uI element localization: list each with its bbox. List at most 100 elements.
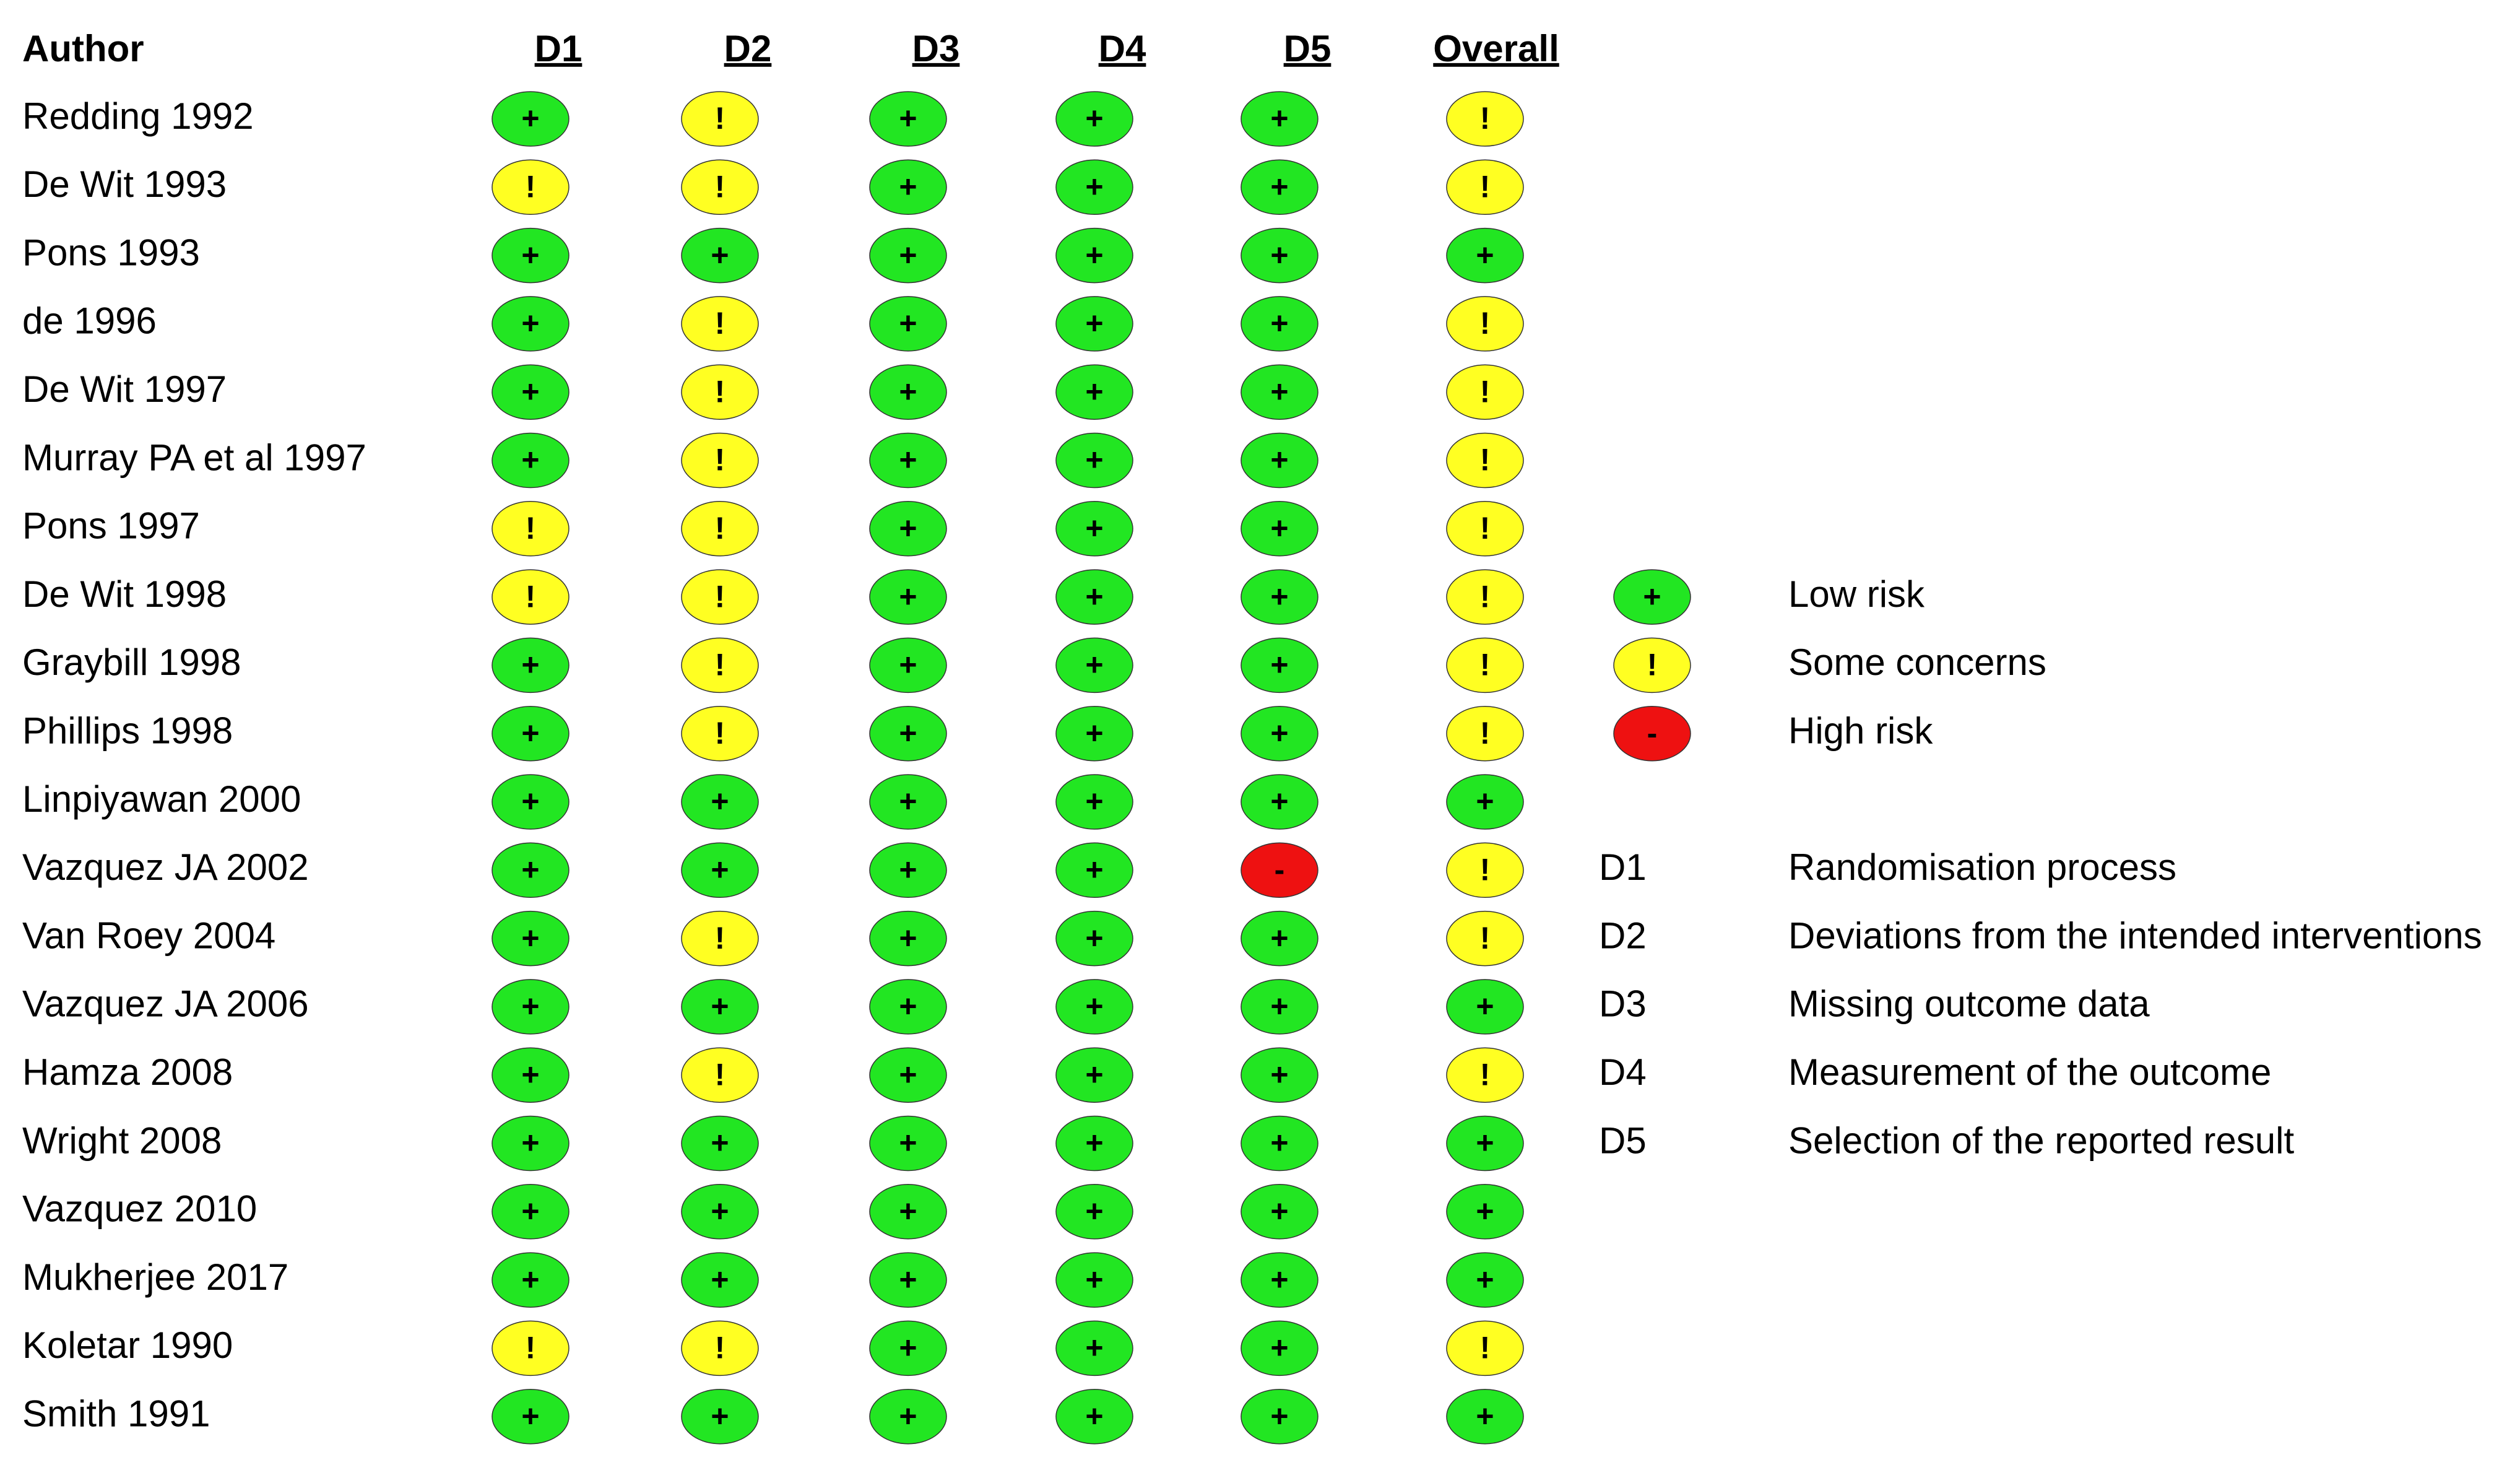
judgment-symbol: + [1270, 1194, 1288, 1229]
author-name: Smith 1991 [22, 1393, 210, 1435]
judgment-symbol: + [1270, 716, 1288, 750]
judgment-circle [1446, 637, 1524, 694]
judgment-symbol: ! [715, 579, 725, 614]
judgment-circle [1055, 159, 1133, 215]
legend-symbol: ! [1647, 648, 1658, 682]
judgment-symbol: + [1270, 921, 1288, 955]
judgment-circle [1055, 432, 1133, 489]
judgment-symbol: + [1476, 1194, 1494, 1229]
judgment-symbol: ! [1480, 374, 1491, 409]
judgment-symbol: + [1270, 306, 1288, 341]
judgment-symbol: + [1270, 989, 1288, 1024]
judgment-circle [1446, 432, 1524, 489]
judgment-symbol: + [1085, 648, 1103, 682]
judgment-symbol: + [1270, 511, 1288, 546]
domain-label: Randomisation process [1788, 846, 2176, 888]
author-name: Pons 1997 [22, 505, 200, 547]
judgment-circle [1241, 296, 1318, 352]
judgment-circle [491, 637, 569, 694]
judgment-symbol: + [1085, 511, 1103, 546]
judgment-symbol: ! [715, 716, 725, 750]
judgment-symbol: ! [715, 1331, 725, 1365]
judgment-symbol: ! [715, 306, 725, 341]
judgment-circle [681, 842, 759, 898]
judgment-symbol: + [521, 1262, 539, 1297]
judgment-symbol: ! [715, 170, 725, 204]
judgment-symbol: + [521, 648, 539, 682]
author-name: Vazquez JA 2006 [22, 983, 309, 1025]
author-name: Vazquez 2010 [22, 1188, 257, 1230]
author-name: Vazquez JA 2002 [22, 846, 309, 888]
judgment-circle [1241, 91, 1318, 147]
judgment-circle [1241, 910, 1318, 967]
judgment-symbol: + [1270, 579, 1288, 614]
judgment-symbol: + [521, 784, 539, 819]
judgment-circle [491, 705, 569, 762]
judgment-symbol: + [899, 1331, 917, 1365]
judgment-circle [1241, 1047, 1318, 1103]
judgment-circle [1241, 1252, 1318, 1308]
judgment-circle [1241, 364, 1318, 420]
judgment-symbol: + [1476, 784, 1494, 819]
author-name: Hamza 2008 [22, 1051, 233, 1093]
legend-label: Some concerns [1788, 641, 2046, 683]
judgment-symbol: + [521, 1057, 539, 1092]
judgment-symbol: + [899, 921, 917, 955]
judgment-symbol: + [1085, 238, 1103, 272]
judgment-circle [869, 91, 947, 147]
column-header: D5 [1284, 28, 1331, 69]
judgment-circle [1241, 1115, 1318, 1172]
judgment-symbol: + [1270, 374, 1288, 409]
judgment-circle [491, 979, 569, 1035]
judgment-symbol: + [899, 989, 917, 1024]
judgment-circle [1446, 364, 1524, 420]
judgment-circle [681, 910, 759, 967]
domain-label: Measurement of the outcome [1788, 1051, 2271, 1093]
judgment-symbol: + [1085, 443, 1103, 477]
legend-circle [1613, 569, 1691, 625]
judgment-symbol: + [711, 1399, 729, 1433]
judgment-circle [681, 364, 759, 420]
judgment-symbol: + [521, 1399, 539, 1433]
judgment-circle [869, 910, 947, 967]
judgment-symbol: + [1270, 1126, 1288, 1160]
legend-circle [1613, 705, 1691, 762]
judgment-circle [681, 501, 759, 557]
judgment-symbol: + [899, 1057, 917, 1092]
judgment-symbol: + [1085, 1194, 1103, 1229]
judgment-symbol: ! [715, 443, 725, 477]
judgment-symbol: + [899, 579, 917, 614]
judgment-circle [491, 364, 569, 420]
judgment-circle [491, 1047, 569, 1103]
judgment-symbol: ! [1480, 306, 1491, 341]
judgment-symbol: + [1085, 784, 1103, 819]
judgment-circle [869, 296, 947, 352]
judgment-circle [1446, 1115, 1524, 1172]
judgment-symbol: ! [1480, 716, 1491, 750]
judgment-symbol: + [521, 101, 539, 136]
judgment-symbol: ! [1480, 853, 1491, 887]
judgment-circle [869, 1252, 947, 1308]
judgment-symbol: ! [715, 648, 725, 682]
author-name: Murray PA et al 1997 [22, 437, 366, 478]
domain-code: D3 [1599, 983, 1647, 1025]
judgment-circle [491, 774, 569, 830]
judgment-symbol: + [1085, 170, 1103, 204]
judgment-symbol: + [1270, 1399, 1288, 1433]
judgment-symbol: ! [1480, 443, 1491, 477]
judgment-symbol: + [1476, 1399, 1494, 1433]
judgment-circle [491, 1252, 569, 1308]
judgment-symbol: + [1270, 784, 1288, 819]
judgment-circle [1055, 1115, 1133, 1172]
judgment-circle [681, 1388, 759, 1445]
judgment-symbol: + [1270, 1057, 1288, 1092]
domain-label: Missing outcome data [1788, 983, 2150, 1025]
author-name: Phillips 1998 [22, 710, 233, 752]
judgment-circle [1446, 1320, 1524, 1376]
judgment-circle [1446, 1184, 1524, 1240]
judgment-symbol: + [521, 716, 539, 750]
judgment-circle [869, 1388, 947, 1445]
judgment-symbol: ! [1480, 1331, 1491, 1365]
judgment-symbol: + [1085, 579, 1103, 614]
